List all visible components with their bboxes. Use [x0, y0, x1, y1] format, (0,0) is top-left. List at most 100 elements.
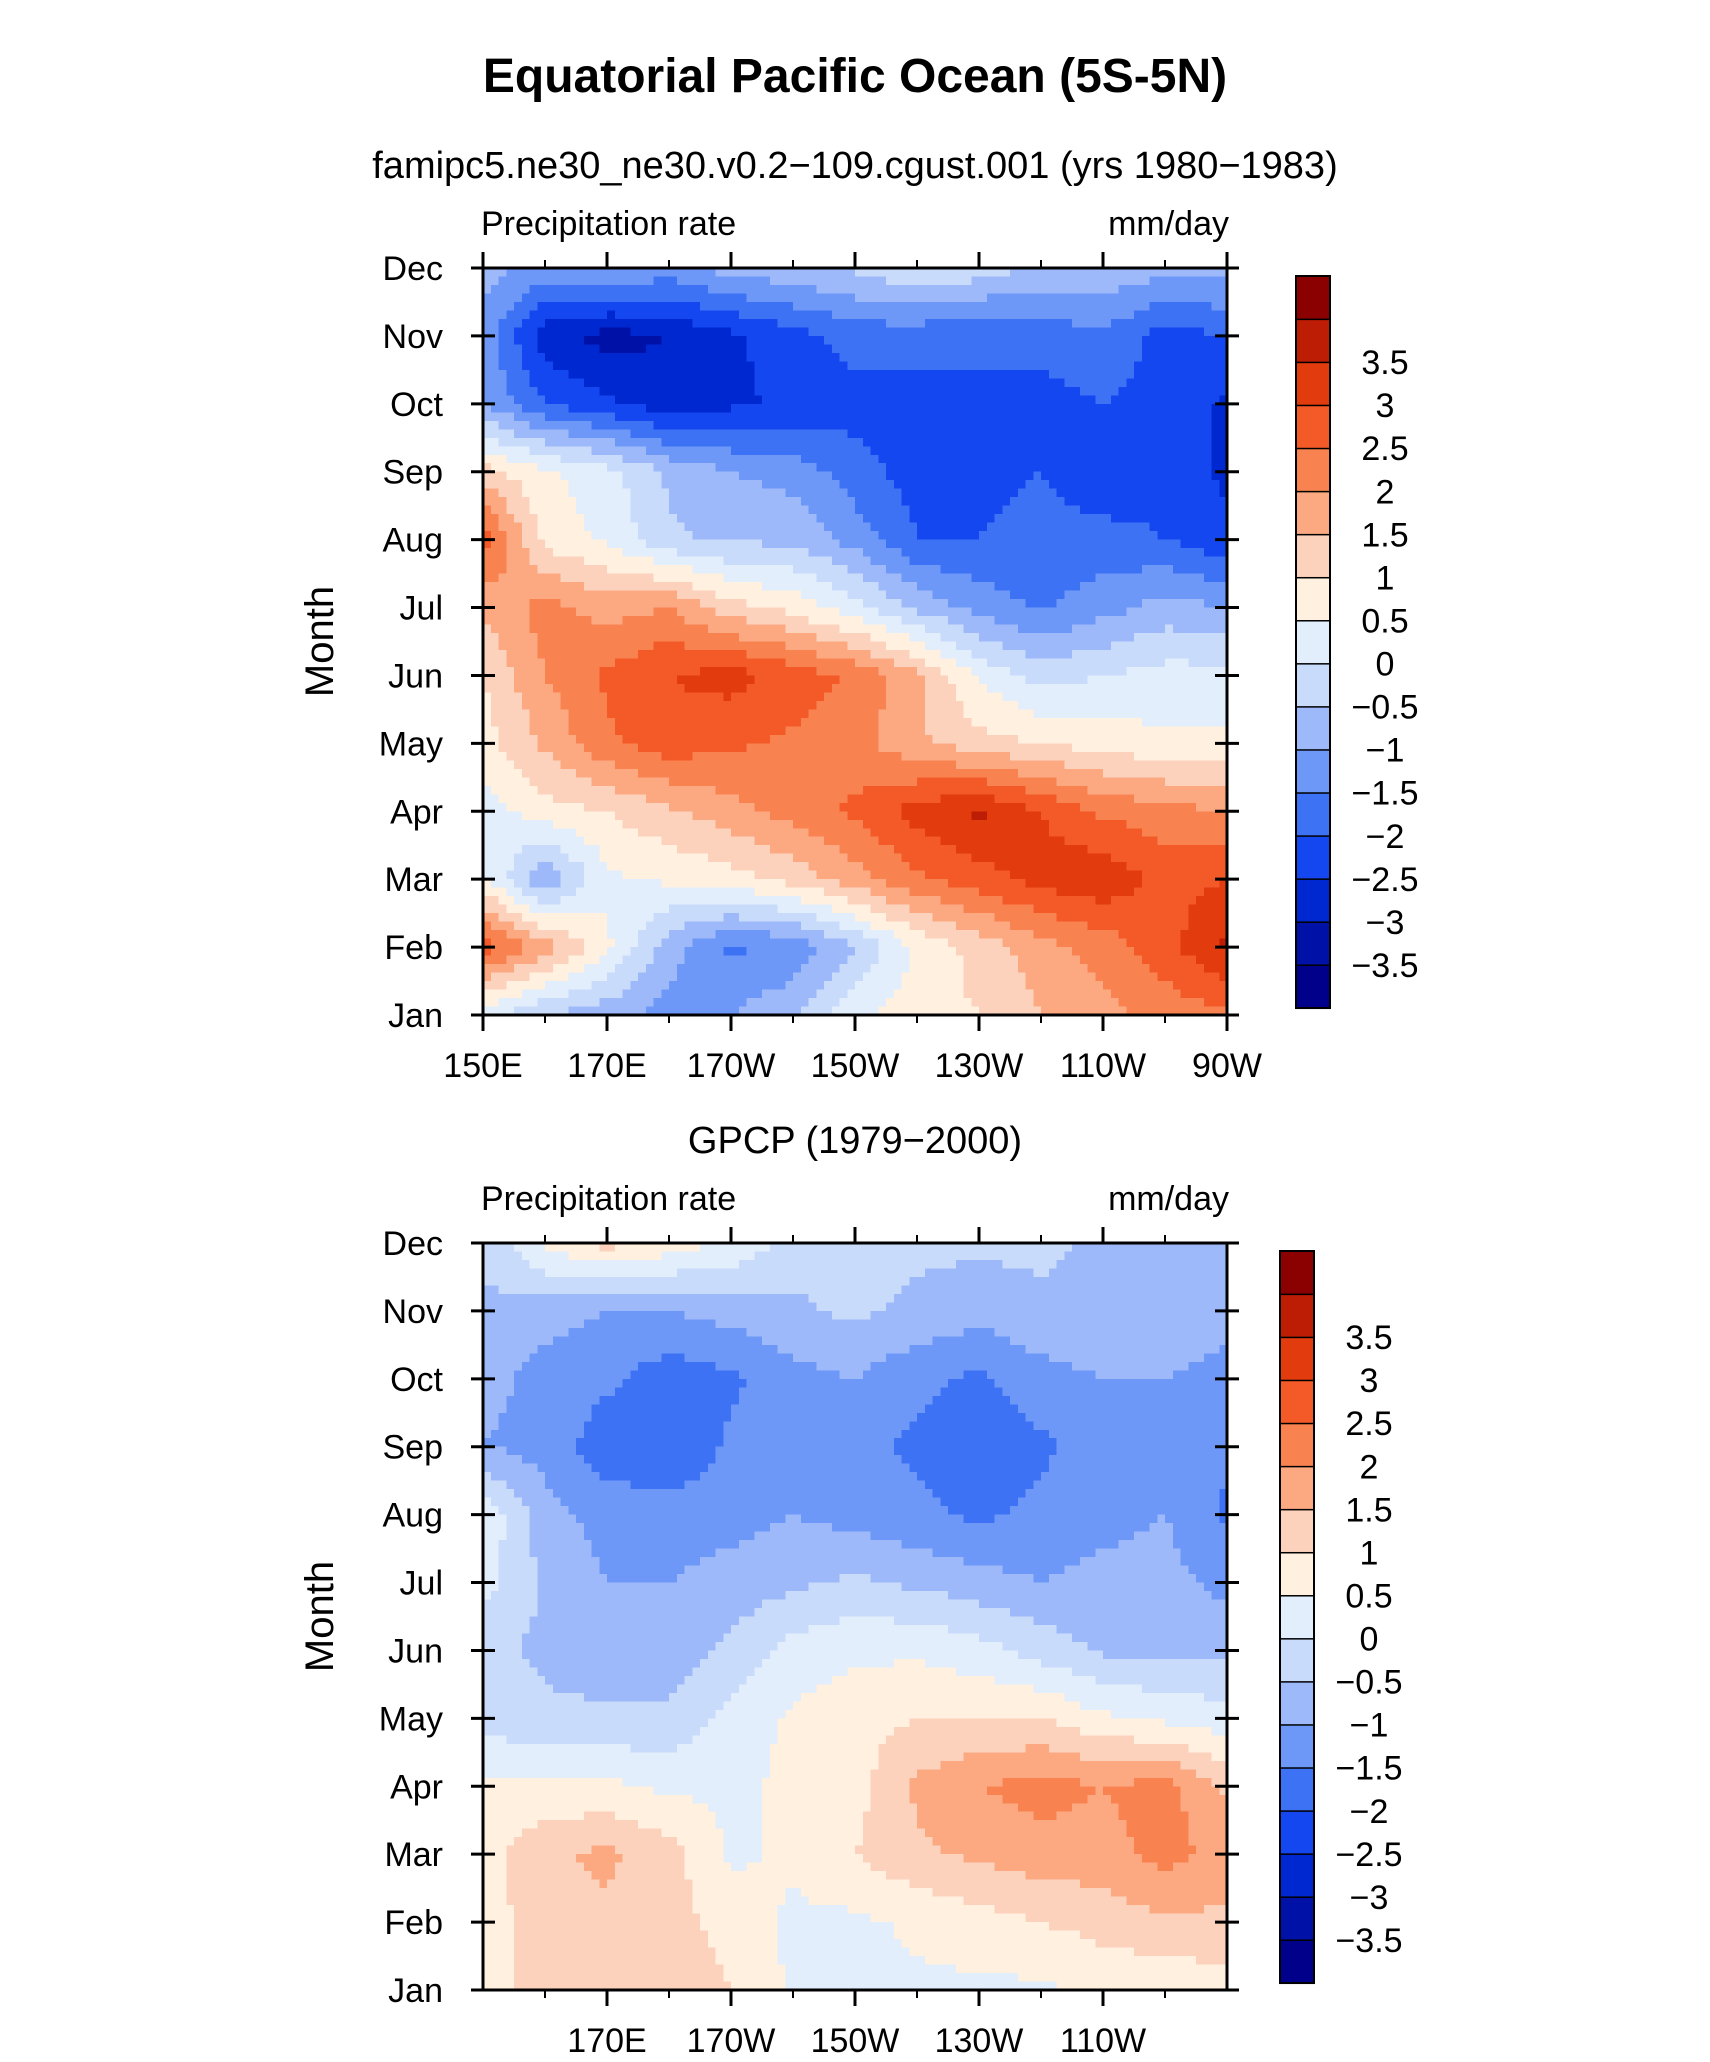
heatmap-cell: [490, 378, 500, 388]
heatmap-cell: [490, 344, 500, 354]
heatmap-cell: [901, 361, 910, 371]
heatmap-cell: [1033, 497, 1042, 507]
heatmap-cell: [1095, 522, 1104, 532]
heatmap-cell: [932, 683, 941, 694]
heatmap-cell: [1188, 412, 1197, 422]
heatmap-cell: [994, 463, 1003, 473]
heatmap-cell: [630, 310, 639, 320]
heatmap-cell: [909, 318, 918, 329]
heatmap-cell: [1087, 420, 1096, 430]
heatmap-cell: [955, 531, 965, 541]
heatmap-cell: [537, 633, 546, 643]
heatmap-cell: [1079, 565, 1089, 575]
heatmap-cell: [831, 276, 841, 286]
heatmap-cell: [777, 454, 786, 464]
heatmap-cell: [1010, 310, 1019, 320]
heatmap-cell: [793, 658, 802, 668]
heatmap-cell: [855, 556, 864, 566]
heatmap-cell: [545, 675, 554, 685]
heatmap-cell: [808, 531, 817, 541]
heatmap-cell: [793, 335, 802, 345]
heatmap-cell: [948, 327, 957, 337]
heatmap-cell: [855, 454, 864, 464]
heatmap-cell: [924, 531, 934, 541]
heatmap-cell: [1126, 675, 1135, 685]
heatmap-cell: [1172, 429, 1182, 439]
heatmap-cell: [1219, 480, 1228, 490]
heatmap-cell: [521, 658, 531, 668]
heatmap-cell: [986, 352, 996, 362]
heatmap-cell: [684, 641, 693, 651]
heatmap-cell: [994, 624, 1003, 634]
heatmap-cell: [1072, 590, 1081, 600]
heatmap-cell: [824, 556, 833, 566]
heatmap-cell: [560, 471, 569, 481]
heatmap-cell: [614, 616, 624, 626]
heatmap-cell: [932, 395, 941, 405]
heatmap-cell: [754, 522, 763, 532]
heatmap-cell: [1110, 692, 1120, 702]
heatmap-cell: [1165, 420, 1174, 430]
heatmap-cell: [552, 403, 562, 413]
heatmap-cell: [932, 539, 941, 549]
heatmap-cell: [816, 539, 825, 549]
heatmap-cell: [979, 437, 988, 447]
heatmap-cell: [1079, 497, 1089, 507]
heatmap-cell: [1041, 480, 1050, 490]
heatmap-cell: [607, 361, 616, 371]
heatmap-cell: [886, 429, 895, 439]
heatmap-cell: [583, 403, 593, 413]
heatmap-cell: [638, 590, 647, 600]
heatmap-cell: [785, 658, 794, 668]
heatmap-cell: [917, 344, 926, 354]
heatmap-cell: [979, 301, 988, 312]
heatmap-cell: [552, 318, 562, 329]
heatmap-cell: [948, 480, 957, 490]
heatmap-cell: [886, 344, 895, 354]
heatmap-cell: [808, 344, 817, 354]
heatmap-cell: [855, 624, 864, 634]
heatmap-cell: [746, 276, 755, 286]
heatmap-cell: [1211, 403, 1220, 413]
heatmap-cell: [738, 683, 748, 694]
heatmap-cell: [886, 446, 895, 456]
heatmap-cell: [924, 505, 934, 515]
heatmap-cell: [723, 412, 732, 422]
heatmap-cell: [638, 327, 647, 337]
heatmap-cell: [948, 420, 957, 430]
heatmap-cell: [738, 531, 748, 541]
heatmap-cell: [769, 369, 779, 379]
heatmap-cell: [1002, 369, 1011, 379]
heatmap-cell: [979, 276, 988, 286]
heatmap-cell: [692, 497, 701, 507]
heatmap-cell: [715, 420, 724, 430]
heatmap-cell: [1110, 403, 1120, 413]
heatmap-cell: [816, 454, 825, 464]
heatmap-cell: [1219, 658, 1228, 668]
heatmap-cell: [1196, 548, 1205, 558]
heatmap-cell: [979, 463, 988, 473]
heatmap-cell: [762, 700, 771, 711]
heatmap-cell: [986, 335, 996, 345]
heatmap-cell: [591, 505, 600, 515]
heatmap-cell: [839, 514, 848, 524]
heatmap-cell: [762, 463, 771, 473]
heatmap-cell: [893, 488, 903, 498]
heatmap-cell: [661, 565, 670, 575]
heatmap-cell: [769, 573, 779, 583]
heatmap-cell: [1203, 666, 1213, 677]
heatmap-cell: [1025, 692, 1034, 702]
heatmap-cell: [1010, 522, 1019, 532]
heatmap-cell: [738, 327, 748, 337]
heatmap-cell: [607, 446, 616, 456]
heatmap-cell: [940, 565, 949, 575]
heatmap-cell: [901, 293, 910, 303]
heatmap-cell: [1126, 386, 1135, 396]
heatmap-cell: [1157, 522, 1166, 532]
heatmap-cell: [1072, 293, 1081, 303]
heatmap-cell: [521, 395, 531, 405]
heatmap-cell: [878, 488, 887, 498]
heatmap-cell: [707, 327, 717, 337]
heatmap-cell: [568, 556, 577, 566]
heatmap-cell: [700, 531, 709, 541]
